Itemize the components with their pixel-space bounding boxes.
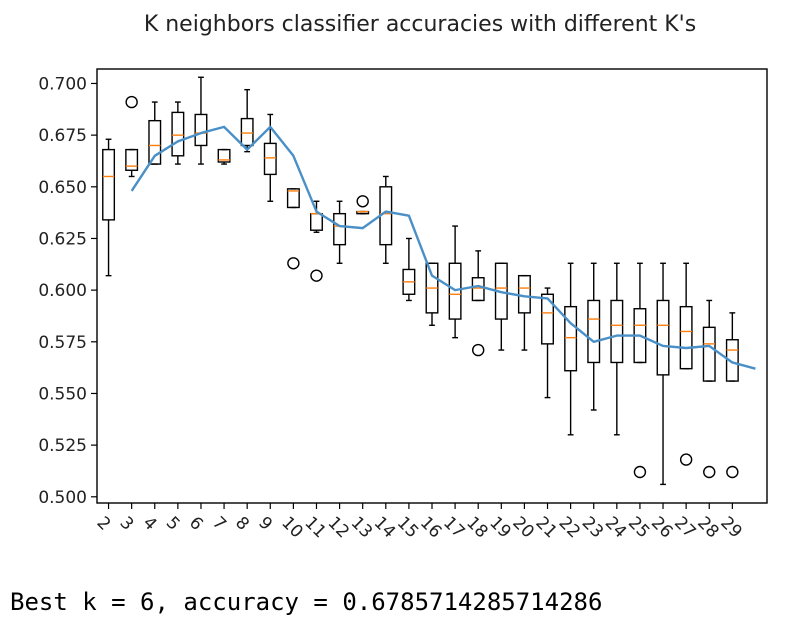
- x-tick-label: 5: [162, 513, 184, 535]
- box-body: [240, 117, 254, 147]
- box-k-14: [379, 175, 393, 264]
- box-body: [217, 148, 231, 163]
- box-k-12: [333, 200, 347, 264]
- x-tick-label: 29: [716, 513, 745, 542]
- y-tick-label: 0.700: [38, 74, 87, 94]
- box-k-26: [656, 262, 670, 486]
- box-body: [610, 299, 624, 364]
- box-k-7: [217, 148, 231, 165]
- box-k-11: [310, 200, 323, 282]
- y-tick-label: 0.550: [38, 384, 87, 404]
- box-k-4: [148, 101, 162, 165]
- y-tick-label: 0.650: [38, 178, 87, 198]
- y-tick-label: 0.525: [38, 436, 87, 456]
- box-body: [702, 326, 716, 382]
- box-k-6: [194, 76, 208, 165]
- y-axis: 0.500 0.525 0.550 0.575 0.600 0.625 0.650 0.675…: [38, 74, 97, 508]
- box-body: [517, 274, 531, 314]
- box-body: [656, 299, 670, 376]
- outlier-point: [125, 95, 138, 109]
- box-k-10: [286, 188, 300, 270]
- box-k-20: [517, 274, 531, 351]
- box-k-19: [494, 262, 508, 351]
- box-k-29: [725, 312, 739, 479]
- box-body: [333, 212, 347, 246]
- box-body: [310, 212, 323, 231]
- box-k-24: [610, 262, 624, 436]
- box-k-28: [702, 299, 716, 479]
- x-axis: 2 3 4 5 6 7 8 9 10111213141516171819202122232425…: [93, 503, 746, 542]
- x-tick-label: 7: [208, 513, 230, 535]
- box-k-18: [471, 250, 485, 357]
- box-body: [679, 305, 693, 370]
- box-body: [125, 148, 139, 171]
- x-tick-label: 8: [231, 513, 253, 535]
- box-body: [102, 148, 116, 221]
- y-tick-label: 0.500: [38, 488, 87, 508]
- box-body: [725, 339, 739, 382]
- box-body: [564, 305, 578, 372]
- box-body: [541, 293, 554, 345]
- box-k-8: [240, 88, 254, 153]
- y-tick-label: 0.600: [38, 281, 87, 301]
- y-tick-label: 0.625: [38, 229, 87, 249]
- box-k-21: [541, 287, 554, 399]
- box-body: [448, 262, 462, 320]
- x-tick-label: 2: [93, 513, 115, 535]
- box-k-23: [587, 262, 601, 411]
- box-body: [286, 188, 300, 209]
- box-k-17: [448, 225, 462, 339]
- outlier-point: [726, 465, 739, 479]
- outlier-point: [287, 257, 300, 270]
- box-k-2: [102, 138, 116, 277]
- box-k-15: [402, 237, 416, 302]
- box-body: [194, 113, 208, 147]
- chart-title: K neighbors classifier accuracies with d…: [144, 12, 696, 37]
- y-tick-label: 0.675: [38, 126, 87, 146]
- box-body: [587, 299, 601, 364]
- box-k-27: [679, 262, 693, 466]
- box-k-9: [263, 113, 277, 202]
- x-tick-label: 6: [185, 513, 207, 535]
- mean-accuracy-line: [130, 125, 756, 370]
- x-tick-label: 3: [116, 513, 138, 535]
- box-k-3: [125, 95, 139, 178]
- box-k-22: [564, 262, 578, 436]
- boxplot-chart: K neighbors classifier accuracies with d…: [38, 12, 768, 542]
- box-body: [263, 142, 277, 176]
- outlier-point: [310, 269, 323, 282]
- box-k-5: [171, 101, 185, 165]
- box-body: [171, 111, 185, 157]
- x-tick-label: 4: [139, 513, 161, 535]
- y-tick-label: 0.575: [38, 333, 87, 353]
- box-k-13: [356, 195, 370, 215]
- output-text: Best k = 6, accuracy = 0.678571428571428…: [10, 588, 603, 616]
- x-tick-label: 9: [254, 513, 276, 535]
- outlier-point: [472, 343, 485, 357]
- plot-marks: [102, 76, 756, 486]
- box-k-25: [633, 262, 647, 479]
- outlier-point: [679, 453, 693, 466]
- box-body: [471, 277, 485, 302]
- box-body: [148, 119, 162, 165]
- outlier-point: [633, 465, 647, 479]
- outlier-point: [703, 465, 716, 479]
- box-k-16: [425, 262, 439, 326]
- outlier-point: [356, 195, 369, 208]
